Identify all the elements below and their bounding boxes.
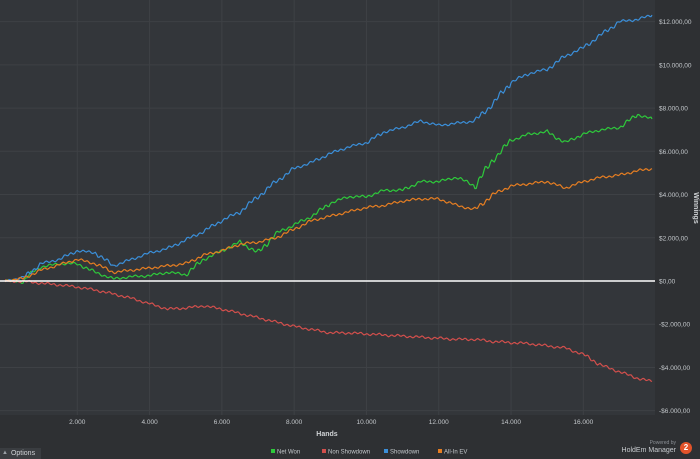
legend-swatch <box>384 449 388 453</box>
series-line-showdown <box>4 14 653 282</box>
series-layer <box>4 14 653 383</box>
chevron-up-icon: ▲ <box>2 450 8 456</box>
legend-item: Non Showdown <box>322 449 370 456</box>
series-line-all-in-ev <box>4 168 653 283</box>
grid <box>0 0 655 415</box>
legend-swatch <box>322 449 326 453</box>
x-tick-label: 16.000 <box>573 419 593 426</box>
legend-label: Showdown <box>390 450 419 456</box>
x-tick-label: 4.000 <box>141 419 158 426</box>
brand-logo-icon: 2 <box>680 441 692 454</box>
plot-area <box>0 0 655 415</box>
brand: Powered by HoldEm Manager 2 <box>622 440 692 455</box>
y-tick-label: $8.000,00 <box>659 106 688 113</box>
y-tick-label: $12.000,00 <box>659 19 692 26</box>
legend-item: All-In EV <box>438 449 467 456</box>
legend-item: Net Won <box>271 449 300 456</box>
options-label: Options <box>10 450 36 457</box>
brand-text: Powered by HoldEm Manager <box>622 440 676 455</box>
y-tick-label: $4.000,00 <box>659 192 688 199</box>
y-tick-label: -$6.000,00 <box>659 408 690 415</box>
y-tick-label: -$2.000,00 <box>659 322 690 329</box>
x-tick-label: 2.000 <box>69 419 86 426</box>
x-axis-label: Hands <box>316 431 338 438</box>
y-tick-label: $0,00 <box>659 278 676 285</box>
series-line-non-showdown <box>4 279 653 383</box>
y-axis-label: Winnings <box>692 192 699 224</box>
y-tick-label: $2.000,00 <box>659 235 688 242</box>
legend-label: Non Showdown <box>328 450 370 456</box>
y-tick-label: $6.000,00 <box>659 149 688 156</box>
series-line-net-won <box>4 113 653 284</box>
y-axis-ticks: $12.000,00 $10.000,00 $8.000,00 $6.000,00 $4… <box>659 19 692 415</box>
options-button[interactable]: ▲ Options <box>0 448 42 459</box>
x-tick-label: 12.000 <box>429 419 449 426</box>
x-tick-label: 8.000 <box>286 419 303 426</box>
legend-swatch <box>438 449 442 453</box>
legend-label: Net Won <box>277 450 300 456</box>
x-tick-label: 10.000 <box>357 419 377 426</box>
x-tick-label: 6.000 <box>214 419 231 426</box>
legend-label: All-In EV <box>444 450 467 456</box>
legend: Net Won Non Showdown Showdown All-In EV <box>271 449 467 456</box>
y-tick-label: -$4.000,00 <box>659 365 690 372</box>
x-axis-ticks: 2.000 4.000 6.000 8.000 10.000 12.000 14.000 16… <box>69 419 593 426</box>
legend-item: Showdown <box>384 449 419 456</box>
brand-powered-by: Powered by <box>649 440 676 446</box>
x-tick-label: 14.000 <box>501 419 521 426</box>
legend-swatch <box>271 449 275 453</box>
y-tick-label: $10.000,00 <box>659 62 692 69</box>
brand-name: HoldEm Manager <box>621 447 676 454</box>
